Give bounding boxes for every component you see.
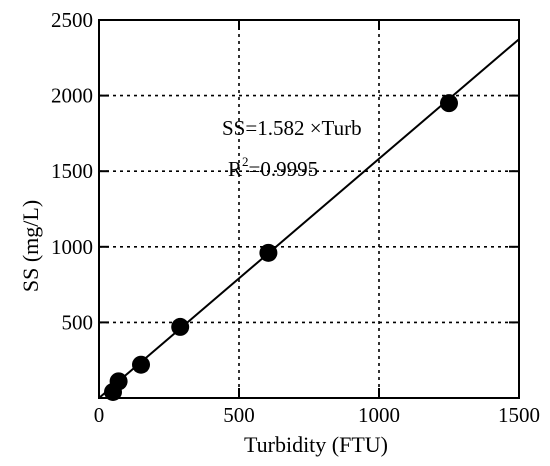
r-squared-value: =0.9995 (249, 157, 319, 181)
r-squared-prefix: R (228, 157, 242, 181)
fit-line-group (98, 38, 520, 399)
x-tick-label: 0 (94, 403, 105, 427)
y-tick-label: 1500 (51, 159, 93, 183)
equation-annotation: SS=1.582 ×Turb (222, 116, 362, 140)
data-points (104, 94, 458, 401)
y-tick-label: 2000 (51, 84, 93, 108)
grid-lines (99, 20, 519, 398)
y-tick-label: 500 (62, 310, 94, 334)
x-axis-title: Turbidity (FTU) (244, 432, 388, 457)
y-tick-label: 2500 (51, 8, 93, 32)
data-point (132, 355, 150, 374)
r-squared-annotation: R2=0.9995 (228, 154, 318, 181)
r-squared-superscript: 2 (242, 154, 249, 169)
data-point (109, 372, 128, 391)
regression-line (98, 38, 520, 399)
x-tick-label: 1500 (498, 403, 540, 427)
tick-labels: 0 500 1000 1500 500 1000 1500 2000 2500 (51, 8, 540, 427)
x-tick-label: 1000 (358, 403, 400, 427)
plot-frame (98, 19, 520, 399)
x-tick-label: 500 (223, 403, 255, 427)
y-axis-title: SS (mg/L) (18, 200, 43, 292)
data-point (259, 243, 278, 262)
data-point (440, 94, 458, 113)
data-point (171, 317, 190, 336)
y-tick-label: 1000 (51, 235, 93, 259)
axes (98, 19, 520, 399)
